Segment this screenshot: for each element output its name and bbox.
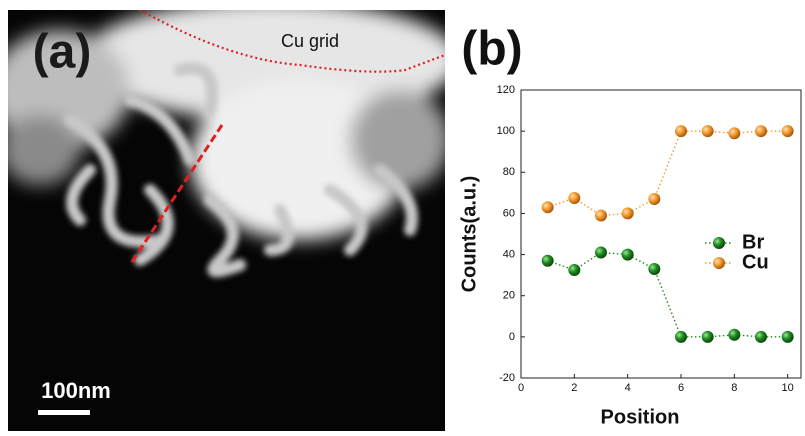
x-tick-label: 6 xyxy=(678,382,684,394)
y-tick-label: 0 xyxy=(509,331,515,343)
data-point xyxy=(675,331,687,343)
legend-label: Cu xyxy=(742,251,769,273)
x-tick-label: 0 xyxy=(518,382,524,394)
scale-bar xyxy=(38,410,90,415)
legend-label: Br xyxy=(742,231,764,253)
x-tick-label: 2 xyxy=(571,382,577,394)
annotation: Cu grid xyxy=(281,31,339,51)
page: (a) Cu grid 100nm (b) Position Counts(a.… xyxy=(0,0,805,431)
data-point xyxy=(595,247,607,259)
legend-marker xyxy=(713,237,725,249)
data-point xyxy=(595,209,607,221)
data-point xyxy=(755,125,767,137)
data-point xyxy=(542,201,554,213)
data-point xyxy=(568,264,580,276)
y-tick-label: -20 xyxy=(499,372,515,384)
figure: (a) Cu grid 100nm (b) Position Counts(a.… xyxy=(0,0,805,431)
y-tick-label: 120 xyxy=(497,84,515,96)
data-point xyxy=(755,331,767,343)
chart: (b) Position Counts(a.u.) -2002040608010… xyxy=(458,23,801,429)
data-point xyxy=(622,207,634,219)
y-tick-label: 100 xyxy=(497,125,515,137)
y-tick-label: 60 xyxy=(503,207,515,219)
data-point xyxy=(568,192,580,204)
data-point xyxy=(782,331,794,343)
x-tick-label: 10 xyxy=(782,382,794,394)
series-line xyxy=(548,131,788,215)
data-point xyxy=(648,263,660,275)
panel-label: (a) xyxy=(33,26,92,79)
tem-image: (a) Cu grid 100nm xyxy=(0,0,460,431)
y-axis-title: Counts(a.u.) xyxy=(458,176,480,293)
data-point xyxy=(702,331,714,343)
legend-marker xyxy=(713,257,725,269)
data-point xyxy=(728,127,740,139)
data-point xyxy=(782,125,794,137)
y-tick-label: 80 xyxy=(503,166,515,178)
data-point xyxy=(542,255,554,267)
panel-label: (b) xyxy=(461,23,522,76)
data-point xyxy=(622,249,634,261)
scale-bar-label: 100nm xyxy=(41,378,111,403)
y-tick-label: 20 xyxy=(503,290,515,302)
x-tick-label: 8 xyxy=(731,382,737,394)
y-tick-label: 40 xyxy=(503,248,515,260)
data-point xyxy=(702,125,714,137)
data-point xyxy=(675,125,687,137)
data-point xyxy=(728,329,740,341)
data-point xyxy=(648,193,660,205)
x-axis-title: Position xyxy=(601,406,680,428)
x-tick-label: 4 xyxy=(625,382,631,394)
